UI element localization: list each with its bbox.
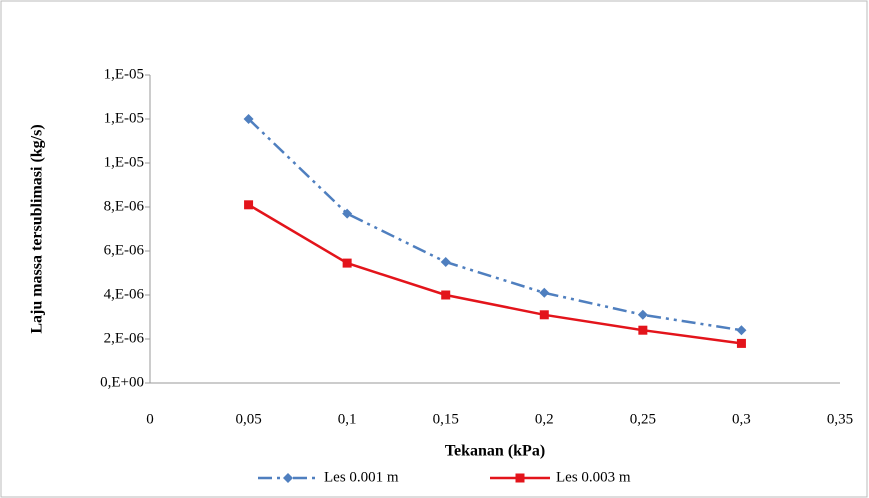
x-tick-label: 0,3 <box>732 411 751 427</box>
marker <box>736 338 746 348</box>
y-tick-label: 1,E-05 <box>104 110 144 126</box>
x-tick-label: 0,15 <box>433 411 459 427</box>
y-tick-label: 4,E-06 <box>104 286 145 302</box>
series-line <box>247 118 742 332</box>
x-tick-label: 0,2 <box>535 411 554 427</box>
x-tick-label: 0,25 <box>630 411 656 427</box>
y-tick-label: 0,E+00 <box>100 374 144 390</box>
y-tick-label: 2,E-06 <box>104 330 145 346</box>
marker <box>736 325 747 336</box>
x-tick-label: 0,1 <box>338 411 357 427</box>
marker <box>539 310 549 320</box>
y-tick-label: 8,E-06 <box>104 198 145 214</box>
y-tick-label: 1,E-05 <box>104 154 144 170</box>
y-tick-label: 1,E-05 <box>104 66 144 82</box>
x-tick-label: 0,05 <box>235 411 261 427</box>
y-tick-label: 6,E-06 <box>104 242 145 258</box>
marker <box>244 200 254 210</box>
marker <box>342 208 353 219</box>
x-axis-title: Tekanan (kPa) <box>445 443 545 460</box>
x-tick-label: 0,35 <box>827 411 853 427</box>
legend-label: Les 0.003 m <box>556 469 631 485</box>
legend-label: Les 0.001 m <box>324 469 399 485</box>
marker <box>283 473 293 483</box>
marker <box>440 257 451 267</box>
marker <box>441 290 451 300</box>
marker <box>637 309 648 320</box>
marker <box>515 473 525 483</box>
marker <box>243 114 254 124</box>
marker <box>342 258 352 268</box>
x-tick-label: 0 <box>146 411 154 427</box>
y-axis-title: Laju massa tersublimasi (kg/s) <box>29 124 46 333</box>
marker <box>638 325 648 335</box>
series-line <box>247 203 742 345</box>
marker <box>539 287 550 298</box>
